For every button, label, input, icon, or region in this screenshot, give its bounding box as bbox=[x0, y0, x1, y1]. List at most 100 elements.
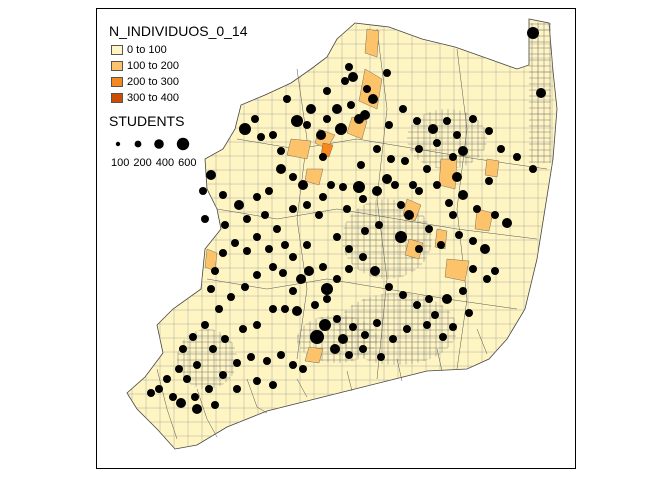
student-bubble bbox=[401, 157, 409, 165]
student-bubble bbox=[449, 323, 457, 331]
student-bubble bbox=[433, 181, 441, 189]
student-bubble bbox=[227, 293, 235, 301]
student-bubble bbox=[338, 334, 348, 344]
fill-legend-title: N_INDIVIDUOS_0_14 bbox=[109, 23, 248, 39]
student-bubbles bbox=[147, 27, 546, 414]
student-bubble bbox=[304, 266, 314, 276]
student-bubble bbox=[211, 267, 219, 275]
fill-swatch bbox=[111, 45, 123, 55]
fill-legend-label: 300 to 400 bbox=[127, 92, 179, 104]
student-bubble bbox=[349, 323, 357, 331]
student-bubble bbox=[239, 123, 251, 135]
student-bubble bbox=[449, 211, 457, 219]
student-bubble bbox=[473, 205, 481, 213]
student-bubble bbox=[298, 180, 308, 190]
student-bubble bbox=[316, 130, 326, 140]
student-bubble bbox=[377, 353, 385, 361]
student-bubble bbox=[469, 115, 477, 123]
student-bubble bbox=[269, 381, 277, 389]
student-bubble bbox=[389, 335, 397, 343]
student-bubble bbox=[265, 245, 273, 253]
student-bubble bbox=[445, 199, 453, 207]
student-bubble bbox=[303, 121, 311, 129]
student-bubble bbox=[428, 124, 438, 134]
student-bubble bbox=[269, 131, 277, 139]
size-legend-labels: 100 200 400 600 bbox=[111, 157, 196, 169]
student-bubble bbox=[147, 389, 155, 397]
student-bubble bbox=[199, 187, 207, 195]
student-bubble bbox=[292, 306, 302, 316]
student-bubble bbox=[323, 87, 331, 95]
size-legend-symbols bbox=[115, 137, 190, 151]
student-bubble bbox=[469, 237, 477, 245]
student-bubble bbox=[370, 266, 380, 276]
student-bubble bbox=[176, 398, 186, 408]
student-bubble bbox=[357, 161, 365, 169]
size-symbol-200 bbox=[134, 140, 142, 148]
student-bubble bbox=[289, 173, 297, 181]
student-bubble bbox=[277, 147, 285, 155]
student-bubble bbox=[253, 377, 261, 385]
student-bubble bbox=[265, 187, 273, 195]
student-bubble bbox=[276, 164, 286, 174]
student-bubble bbox=[497, 145, 505, 153]
student-bubble bbox=[333, 275, 341, 283]
student-bubble bbox=[269, 305, 277, 313]
student-bubble bbox=[442, 294, 452, 304]
student-bubble bbox=[335, 123, 347, 135]
student-bubble bbox=[480, 244, 490, 254]
student-bubble bbox=[261, 211, 269, 219]
student-bubble bbox=[502, 218, 512, 228]
student-bubble bbox=[201, 215, 209, 223]
student-bubble bbox=[363, 85, 371, 93]
student-bubble bbox=[163, 375, 171, 383]
student-bubble bbox=[459, 287, 467, 295]
student-bubble bbox=[415, 245, 423, 253]
student-bubble bbox=[385, 121, 393, 129]
student-bubble bbox=[253, 193, 261, 201]
student-bubble bbox=[239, 325, 247, 333]
student-bubble bbox=[253, 321, 261, 329]
student-bubble bbox=[243, 247, 251, 255]
student-bubble bbox=[233, 385, 241, 393]
student-bubble bbox=[423, 165, 431, 173]
fill-legend-label: 0 to 100 bbox=[127, 44, 167, 56]
student-bubble bbox=[345, 265, 353, 273]
student-bubble bbox=[209, 345, 217, 353]
student-bubble bbox=[465, 309, 473, 317]
student-bubble bbox=[529, 165, 537, 173]
student-bubble bbox=[215, 305, 223, 313]
student-bubble bbox=[191, 393, 199, 401]
student-bubble bbox=[219, 249, 227, 257]
student-bubble bbox=[289, 205, 297, 213]
student-bubble bbox=[359, 253, 367, 261]
size-symbol-400 bbox=[154, 139, 164, 149]
student-bubble bbox=[315, 211, 323, 219]
student-bubble bbox=[291, 115, 303, 127]
student-bubble bbox=[372, 186, 382, 196]
size-symbol-600 bbox=[176, 137, 190, 151]
student-bubble bbox=[211, 401, 219, 409]
student-bubble bbox=[452, 172, 462, 182]
student-bubble bbox=[273, 225, 281, 233]
student-bubble bbox=[169, 393, 177, 401]
student-bubble bbox=[175, 365, 183, 373]
student-bubble bbox=[343, 205, 351, 213]
student-bubble bbox=[319, 263, 327, 271]
fill-legend-item: 300 to 400 bbox=[111, 92, 179, 104]
student-bubble bbox=[303, 241, 311, 249]
student-bubble bbox=[289, 287, 297, 295]
student-bubble bbox=[306, 104, 316, 114]
student-bubble bbox=[458, 146, 468, 156]
student-bubble bbox=[253, 233, 261, 241]
student-bubble bbox=[382, 174, 392, 184]
fill-legend-label: 100 to 200 bbox=[127, 60, 179, 72]
student-bubble bbox=[375, 221, 383, 229]
student-bubble bbox=[425, 295, 433, 303]
student-bubble bbox=[413, 117, 421, 125]
student-bubble bbox=[283, 95, 291, 103]
student-bubble bbox=[373, 145, 381, 153]
student-bubble bbox=[234, 200, 244, 210]
student-bubble bbox=[319, 153, 327, 161]
student-bubble bbox=[327, 181, 335, 189]
